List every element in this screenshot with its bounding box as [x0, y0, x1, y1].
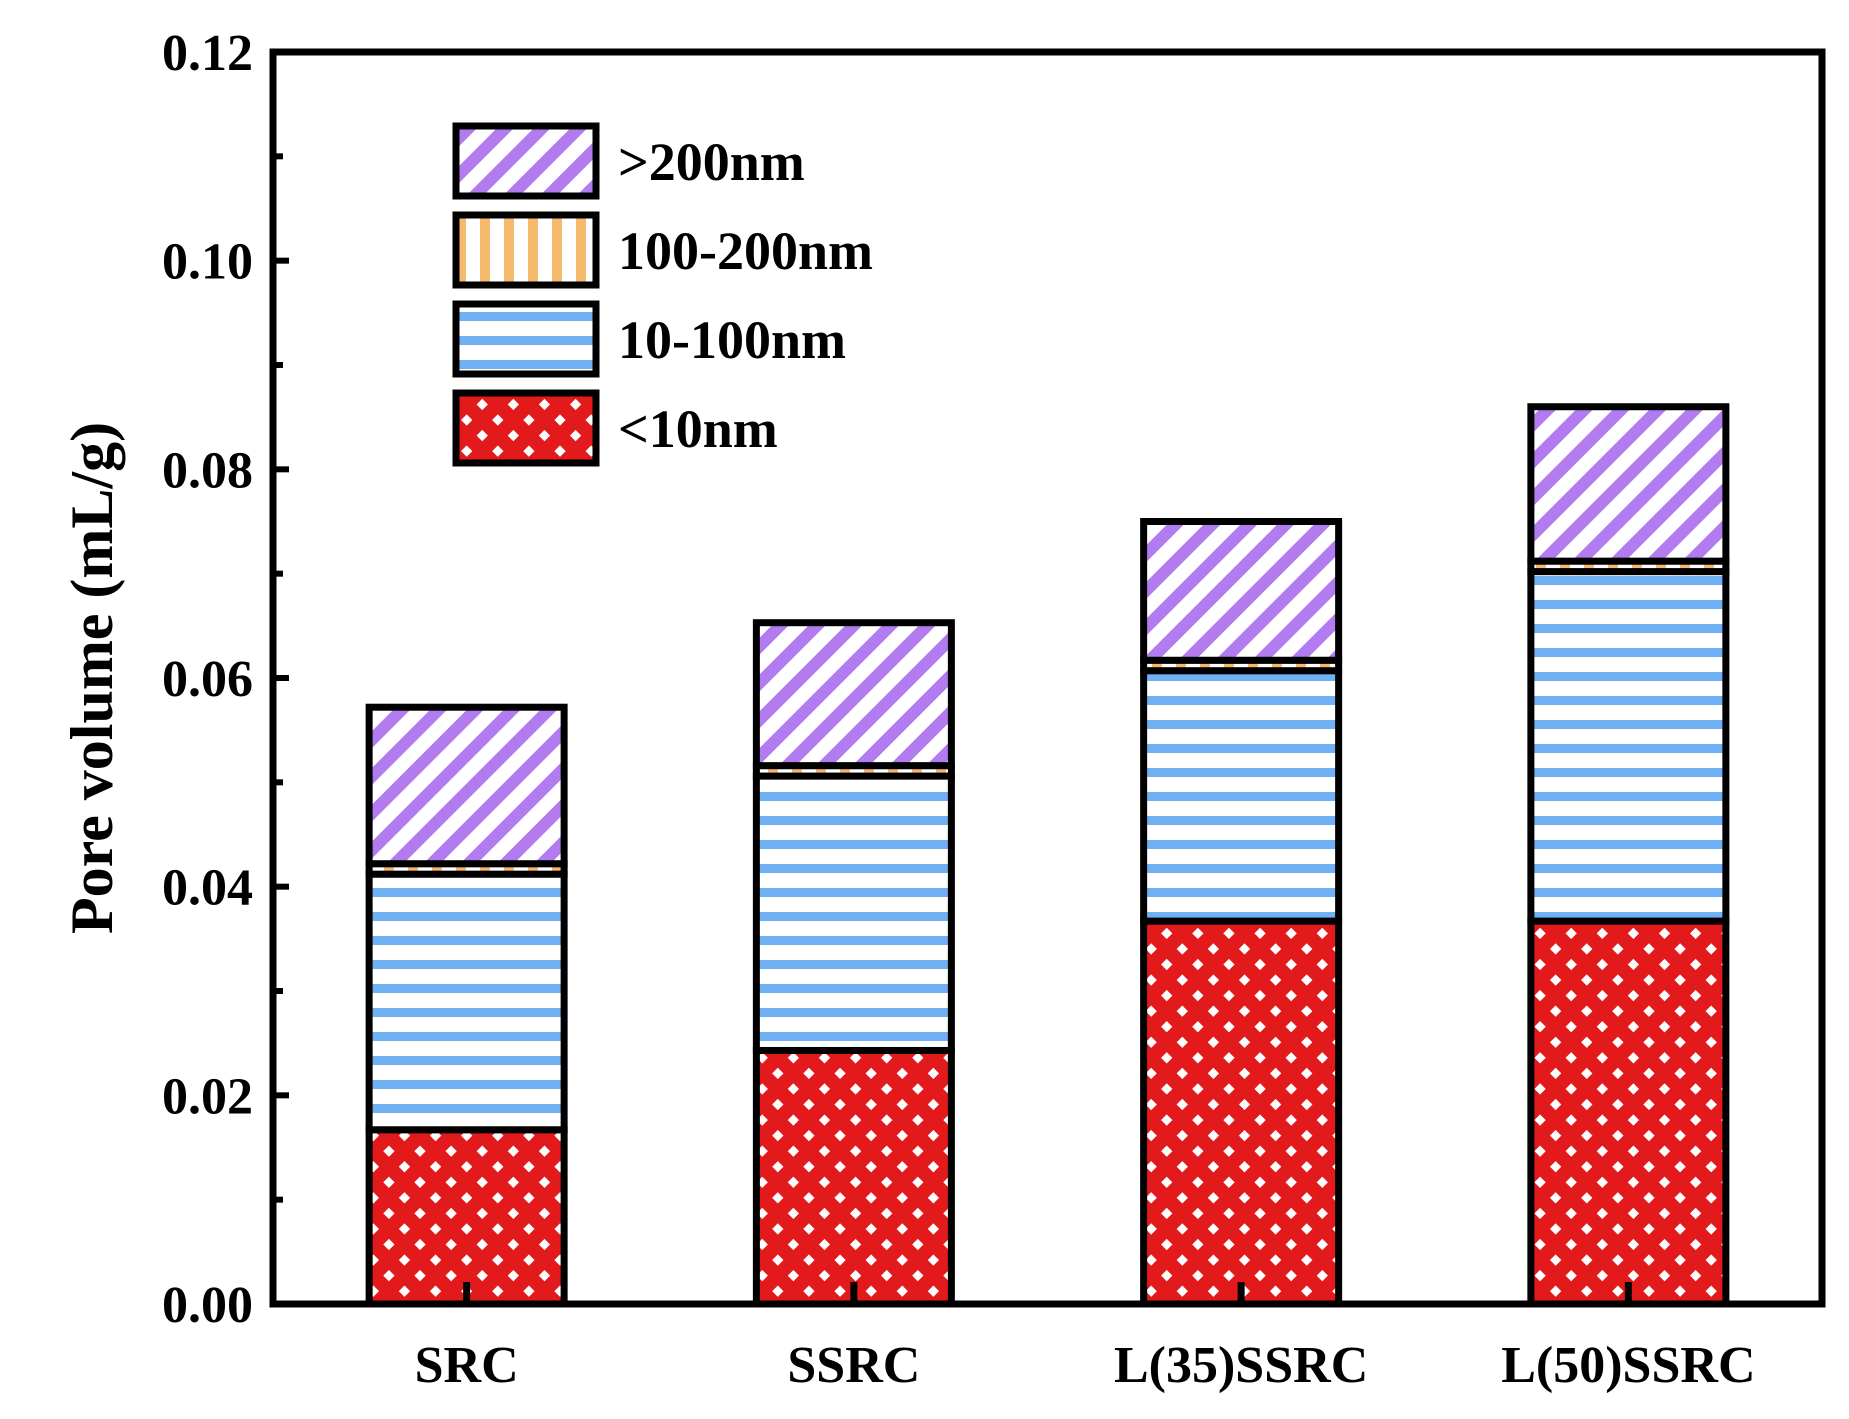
y-tick-label: 0.04: [162, 860, 253, 917]
y-axis-title: Pore volume (mL/g): [59, 422, 125, 934]
bar-segment-horizontal: [1140, 667, 1343, 925]
bar-segment-horizontal: [365, 870, 568, 1134]
bar-segment-diagonal: [752, 619, 955, 770]
x-tick-label: L(35)SSRC: [1114, 1337, 1368, 1394]
x-tick-label: SRC: [415, 1337, 519, 1394]
bar-segment-diagonal: [1527, 403, 1730, 565]
y-tick-label: 0.08: [162, 442, 253, 499]
x-axis: SRC SSRC L(35)SSRC L(50)SSRC: [415, 1282, 1756, 1394]
y-axis: 0.00 0.02 0.04 0.06 0.08 0.10 0.12: [162, 25, 289, 1334]
x-tick-label: SSRC: [787, 1337, 920, 1394]
bar-segment-diagonal: [365, 703, 568, 868]
bar-segment-checker: [365, 1126, 568, 1308]
bar-segment-checker: [1140, 917, 1343, 1308]
legend-label: 100-200nm: [618, 221, 873, 281]
bars-layer: [365, 403, 1730, 1308]
legend-swatch-checker: [452, 389, 600, 467]
legend-label: >200nm: [618, 132, 805, 192]
y-tick-label: 0.02: [162, 1068, 253, 1125]
legend-label: 10-100nm: [618, 310, 846, 370]
bar-segment-checker: [752, 1046, 955, 1308]
y-tick-label: 0.06: [162, 651, 253, 708]
legend-swatch-horizontal: [452, 300, 600, 378]
y-tick-label: 0.10: [162, 234, 253, 291]
bar-segment-horizontal: [752, 772, 955, 1054]
legend: >200nm 100-200nm 10-100nm <10nm: [452, 122, 873, 467]
legend-label: <10nm: [618, 399, 778, 459]
bar-segment-checker: [1527, 917, 1730, 1308]
y-tick-label: 0.00: [162, 1277, 253, 1334]
x-tick-label: L(50)SSRC: [1501, 1337, 1755, 1394]
legend-swatch-vertical: [452, 211, 600, 289]
y-tick-label: 0.12: [162, 25, 253, 82]
bar-segment-diagonal: [1140, 518, 1343, 664]
legend-swatch-diagonal: [452, 122, 600, 200]
bar-segment-horizontal: [1527, 568, 1730, 925]
